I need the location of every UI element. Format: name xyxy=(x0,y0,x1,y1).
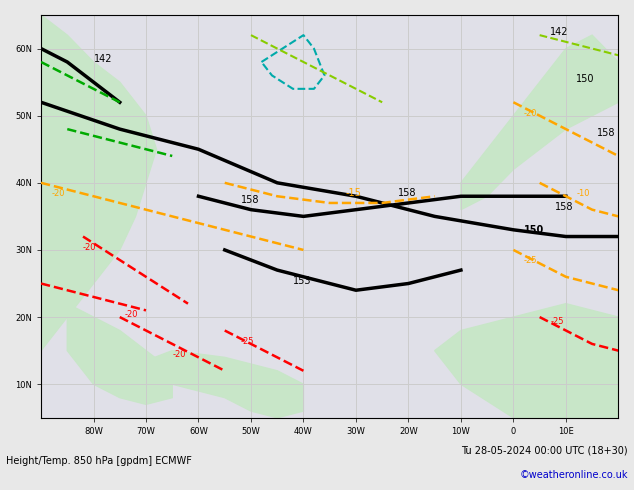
Text: -20: -20 xyxy=(83,243,96,252)
Text: Tu 28-05-2024 00:00 UTC (18+30): Tu 28-05-2024 00:00 UTC (18+30) xyxy=(461,446,628,456)
Text: 158: 158 xyxy=(240,195,259,205)
Text: 153: 153 xyxy=(293,275,311,286)
Text: 158: 158 xyxy=(597,128,616,138)
Text: 142: 142 xyxy=(93,54,112,64)
Text: -25: -25 xyxy=(550,317,564,326)
Text: 150: 150 xyxy=(576,74,595,84)
Polygon shape xyxy=(120,351,304,418)
Text: -20: -20 xyxy=(51,189,65,198)
Text: -25: -25 xyxy=(240,337,254,346)
Polygon shape xyxy=(435,304,618,418)
Text: -20: -20 xyxy=(524,109,538,118)
Text: 150: 150 xyxy=(524,225,544,235)
Text: 158: 158 xyxy=(555,202,574,212)
Text: -25: -25 xyxy=(524,256,538,266)
Text: Height/Temp. 850 hPa [gpdm] ECMWF: Height/Temp. 850 hPa [gpdm] ECMWF xyxy=(6,456,192,466)
Text: -10: -10 xyxy=(576,189,590,198)
Polygon shape xyxy=(67,304,172,404)
Text: -20: -20 xyxy=(125,310,138,319)
Text: 142: 142 xyxy=(550,27,569,37)
Text: 158: 158 xyxy=(398,188,417,198)
Text: -15: -15 xyxy=(346,188,361,198)
Polygon shape xyxy=(461,35,618,210)
Text: ©weatheronline.co.uk: ©weatheronline.co.uk xyxy=(519,470,628,480)
Polygon shape xyxy=(41,15,157,351)
Text: -20: -20 xyxy=(172,350,186,359)
